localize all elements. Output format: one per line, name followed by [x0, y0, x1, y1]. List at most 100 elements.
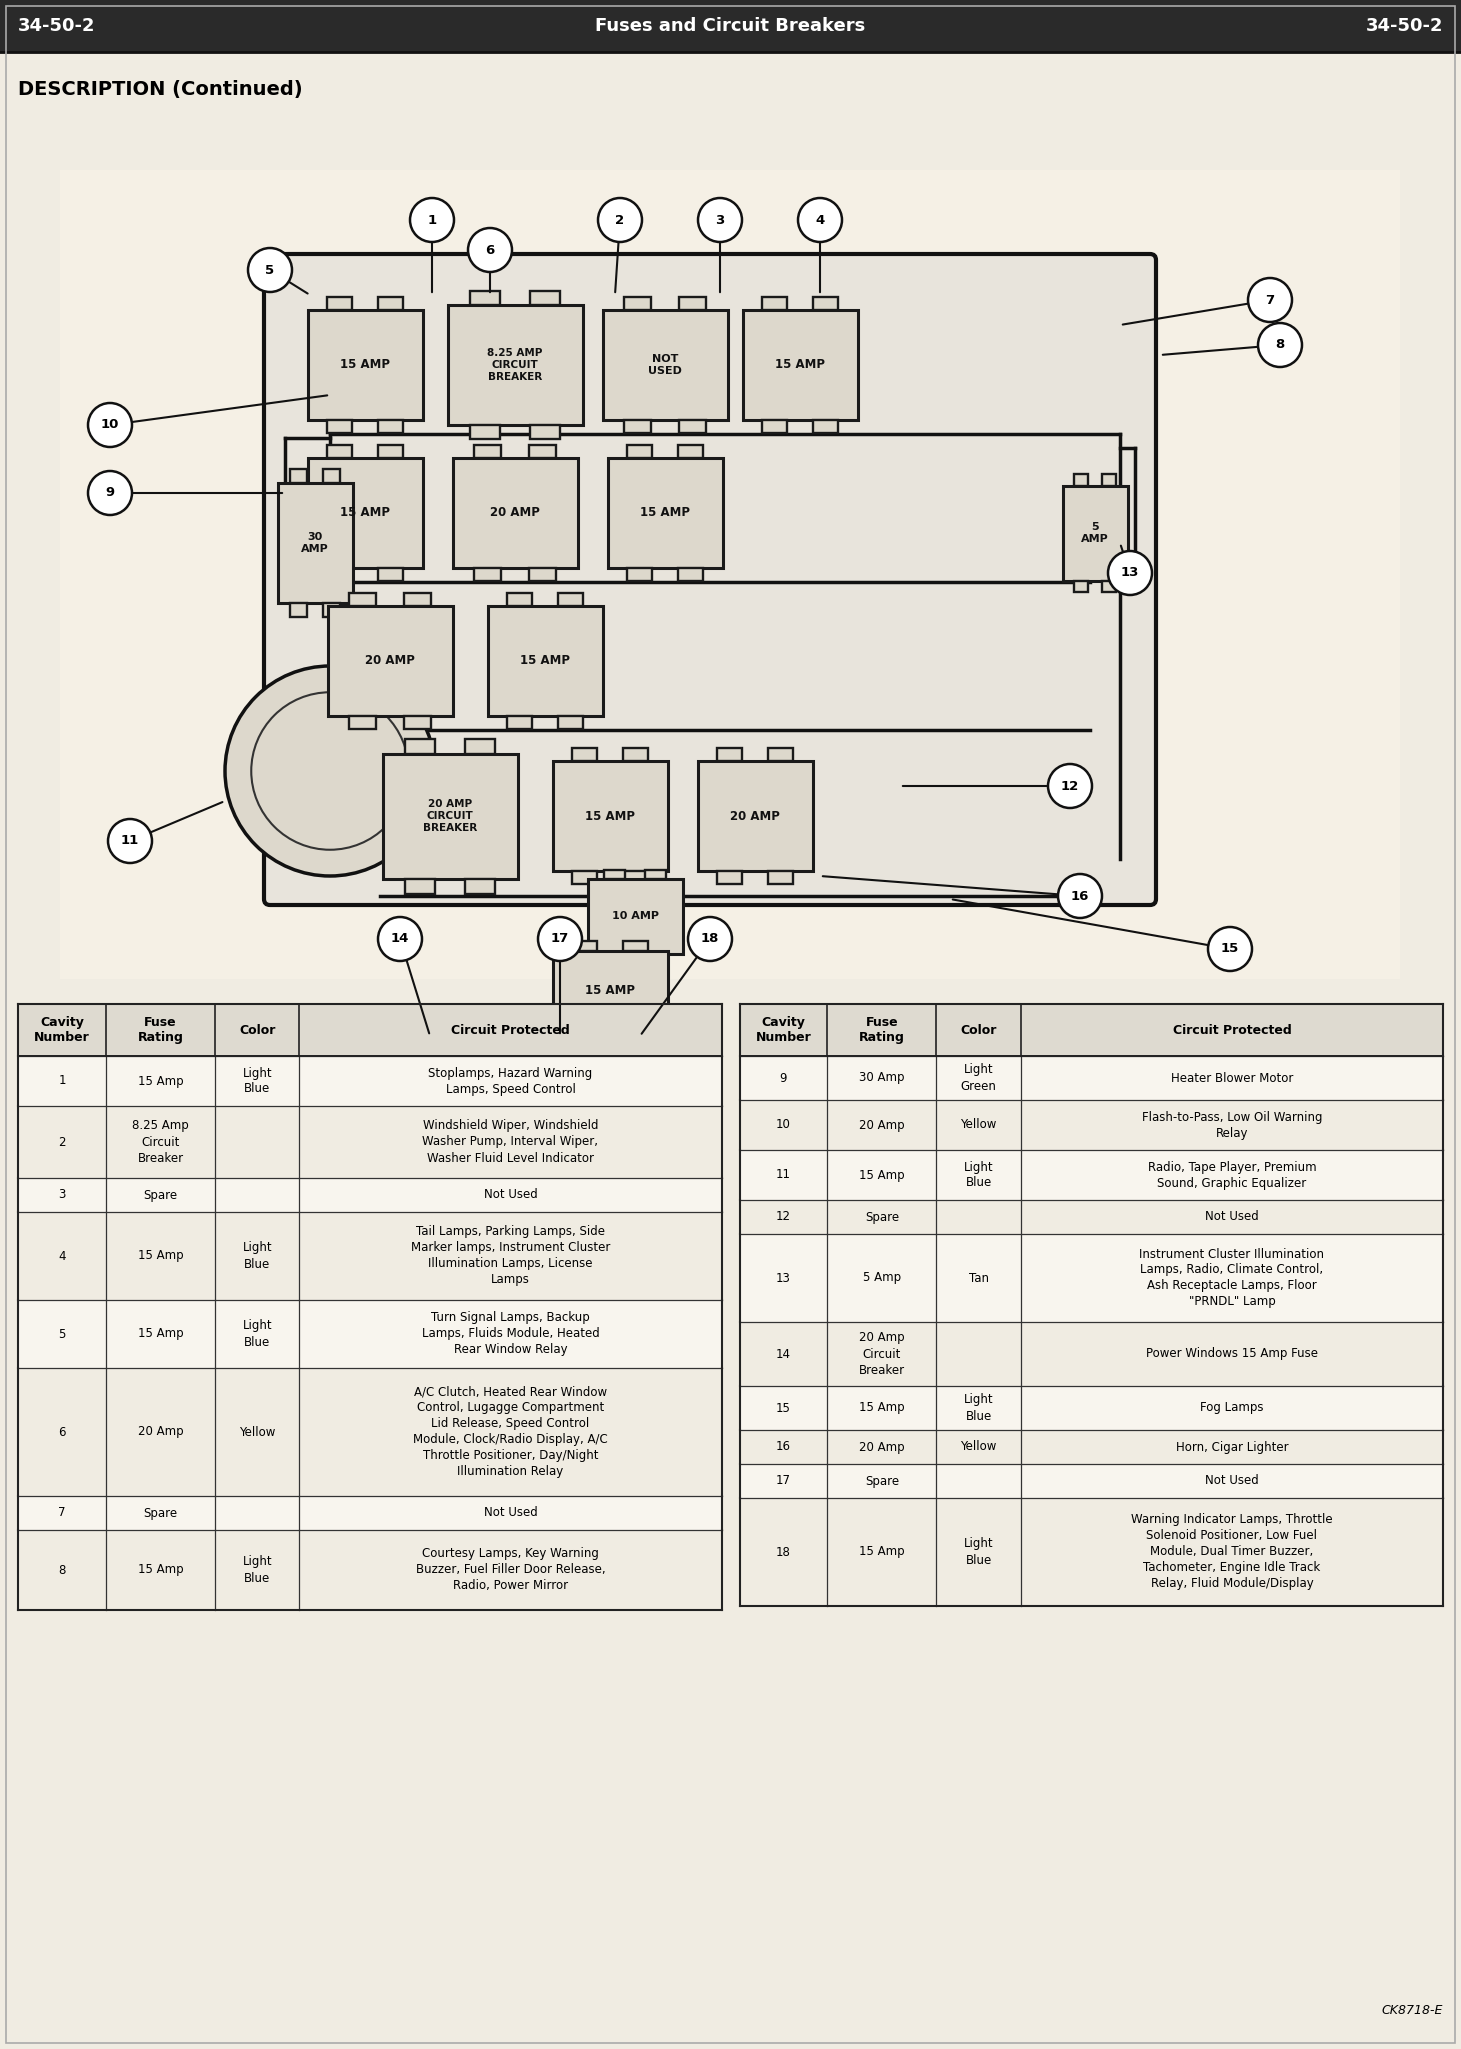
Text: Warning Indicator Lamps, Throttle
Solenoid Positioner, Low Fuel
Module, Dual Tim: Warning Indicator Lamps, Throttle Soleno…	[1131, 1514, 1332, 1590]
Text: 20 AMP: 20 AMP	[365, 654, 415, 668]
Text: Stoplamps, Hazard Warning
Lamps, Speed Control: Stoplamps, Hazard Warning Lamps, Speed C…	[428, 1065, 593, 1096]
Bar	[1102, 473, 1116, 486]
Bar	[1074, 473, 1088, 486]
Bar	[327, 420, 352, 432]
Text: Spare: Spare	[865, 1475, 899, 1488]
Text: Instrument Cluster Illumination
Lamps, Radio, Climate Control,
Ash Receptacle La: Instrument Cluster Illumination Lamps, R…	[1140, 1248, 1325, 1309]
Bar	[453, 459, 577, 568]
Text: 15 Amp: 15 Amp	[859, 1402, 904, 1414]
Text: Light
Blue: Light Blue	[243, 1242, 272, 1270]
Bar	[679, 420, 706, 432]
Bar	[603, 953, 624, 963]
Text: 17: 17	[776, 1475, 790, 1488]
Text: 30 Amp: 30 Amp	[859, 1072, 904, 1084]
Circle shape	[798, 199, 842, 242]
Text: 16: 16	[776, 1440, 790, 1453]
Text: 13: 13	[776, 1272, 790, 1285]
Bar	[624, 297, 652, 309]
Text: 4: 4	[58, 1250, 66, 1262]
Text: Light
Blue: Light Blue	[243, 1555, 272, 1584]
Bar	[1102, 580, 1116, 592]
Bar	[552, 951, 668, 1031]
Text: Not Used: Not Used	[484, 1506, 538, 1520]
Text: 15 Amp: 15 Amp	[137, 1563, 183, 1576]
Bar	[627, 568, 653, 582]
Text: 1: 1	[58, 1074, 66, 1088]
Text: Windshield Wiper, Windshield
Washer Pump, Interval Wiper,
Washer Fluid Level Ind: Windshield Wiper, Windshield Washer Pump…	[422, 1119, 599, 1164]
Text: CK8718-E: CK8718-E	[1382, 2004, 1443, 2016]
Bar	[323, 602, 340, 617]
Bar	[1062, 486, 1128, 580]
Bar	[349, 592, 377, 607]
Text: Circuit Protected: Circuit Protected	[1173, 1024, 1292, 1037]
Bar	[470, 291, 500, 305]
Bar	[739, 1498, 1443, 1606]
Text: 8: 8	[1275, 338, 1284, 352]
Bar	[307, 309, 422, 420]
Bar	[530, 291, 560, 305]
Text: Fuse
Rating: Fuse Rating	[859, 1016, 904, 1045]
Bar	[697, 760, 812, 871]
Text: 11: 11	[121, 834, 139, 848]
Text: 14: 14	[776, 1348, 790, 1361]
Bar	[739, 1463, 1443, 1498]
Text: Turn Signal Lamps, Backup
Lamps, Fluids Module, Heated
Rear Window Relay: Turn Signal Lamps, Backup Lamps, Fluids …	[422, 1311, 599, 1356]
Bar	[291, 469, 307, 484]
Bar	[488, 607, 602, 715]
Circle shape	[538, 918, 581, 961]
Bar	[739, 1201, 1443, 1233]
Text: 15 AMP: 15 AMP	[520, 654, 570, 668]
Bar	[529, 568, 557, 582]
Circle shape	[378, 918, 422, 961]
Bar	[573, 940, 598, 951]
Text: Color: Color	[240, 1024, 275, 1037]
Bar	[739, 1430, 1443, 1463]
Bar	[678, 568, 703, 582]
Bar	[18, 1004, 722, 1055]
Text: NOT
USED: NOT USED	[649, 354, 682, 375]
Bar	[18, 1055, 722, 1106]
Bar	[763, 420, 787, 432]
Bar	[812, 420, 839, 432]
Text: Flash-to-Pass, Low Oil Warning
Relay: Flash-to-Pass, Low Oil Warning Relay	[1141, 1111, 1322, 1139]
Bar	[742, 309, 858, 420]
Bar	[278, 484, 352, 602]
Text: 18: 18	[701, 932, 719, 945]
Text: Light
Blue: Light Blue	[243, 1320, 272, 1348]
Text: 20 Amp: 20 Amp	[859, 1119, 904, 1131]
Bar	[602, 309, 728, 420]
Text: Yellow: Yellow	[240, 1426, 275, 1438]
Bar	[377, 420, 403, 432]
Bar	[530, 424, 560, 438]
Bar	[767, 871, 793, 885]
Circle shape	[248, 248, 292, 293]
Text: 12: 12	[1061, 779, 1080, 793]
Text: 6: 6	[58, 1426, 66, 1438]
Text: 15 Amp: 15 Amp	[137, 1074, 183, 1088]
FancyBboxPatch shape	[264, 254, 1156, 906]
Text: 15 AMP: 15 AMP	[774, 359, 825, 371]
Text: 9: 9	[780, 1072, 787, 1084]
Bar	[739, 1322, 1443, 1385]
Bar	[18, 1178, 722, 1213]
Bar	[622, 748, 647, 760]
Circle shape	[1208, 926, 1252, 971]
Text: 14: 14	[390, 932, 409, 945]
Text: Fog Lamps: Fog Lamps	[1199, 1402, 1264, 1414]
Bar	[622, 1031, 647, 1041]
Text: Courtesy Lamps, Key Warning
Buzzer, Fuel Filler Door Release,
Radio, Power Mirro: Courtesy Lamps, Key Warning Buzzer, Fuel…	[415, 1547, 605, 1592]
Text: 8: 8	[58, 1563, 66, 1576]
Circle shape	[1258, 324, 1302, 367]
Bar	[18, 1531, 722, 1611]
Bar	[406, 738, 435, 754]
Text: Radio, Tape Player, Premium
Sound, Graphic Equalizer: Radio, Tape Player, Premium Sound, Graph…	[1148, 1160, 1316, 1190]
Text: 10: 10	[101, 418, 120, 432]
Text: 16: 16	[1071, 889, 1090, 902]
Bar	[739, 1100, 1443, 1149]
Bar	[465, 879, 495, 893]
Text: 5: 5	[58, 1328, 66, 1340]
Bar	[717, 748, 742, 760]
Bar	[587, 879, 682, 953]
Text: Yellow: Yellow	[960, 1119, 996, 1131]
Text: 5: 5	[266, 264, 275, 277]
